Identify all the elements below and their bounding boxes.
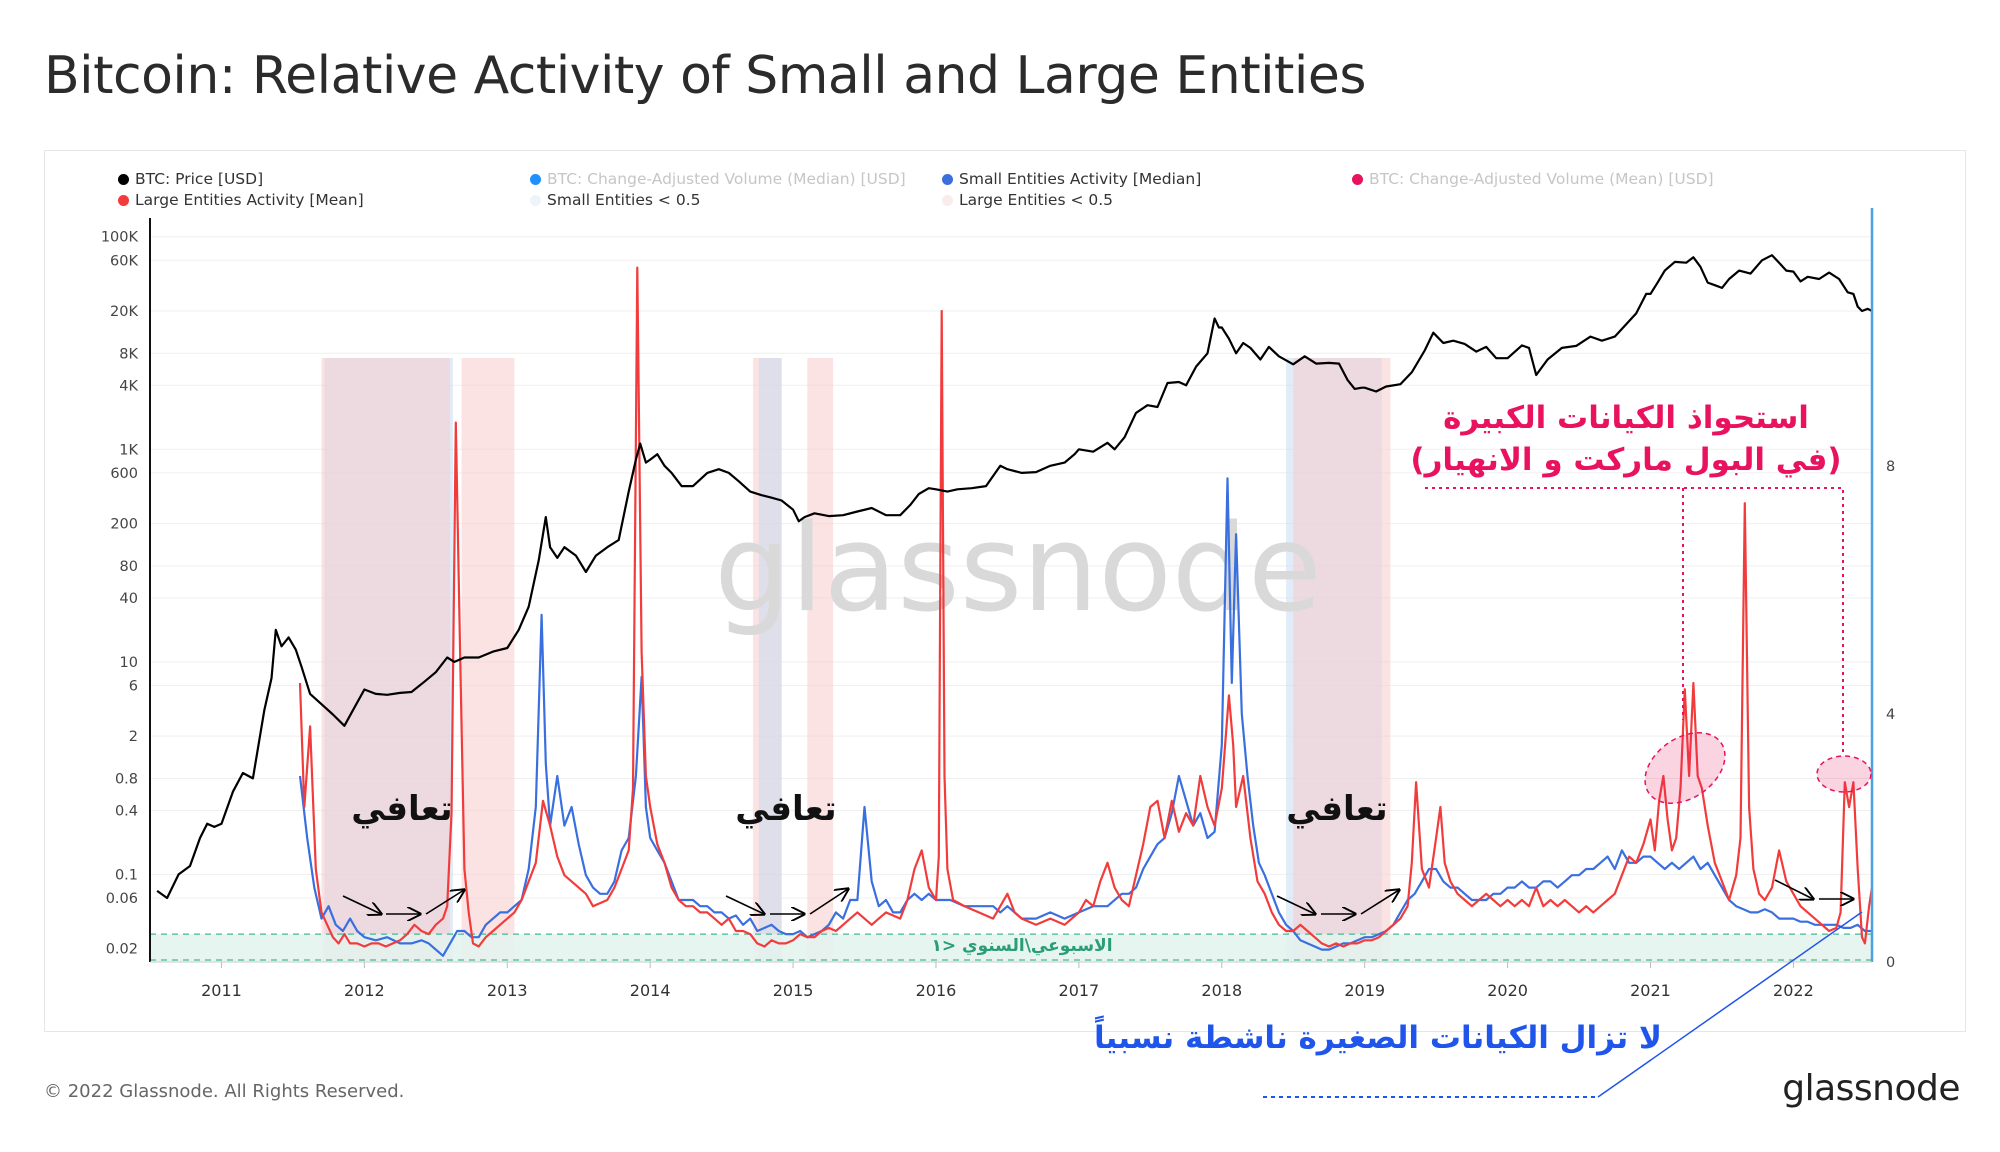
chart-panel	[44, 150, 1966, 1032]
y-tick-label: 4K	[119, 378, 138, 394]
x-tick-label: 2019	[1344, 981, 1385, 1000]
bracket-line	[1425, 487, 1844, 755]
y-tick-label: 1K	[119, 442, 138, 458]
y-tick-label: 0.4	[115, 803, 138, 819]
annotation-large-dominance-line2: (في البول ماركت و الانهيار)	[1410, 442, 1841, 478]
legend-item-price[interactable]: BTC: Price [USD]	[118, 170, 263, 188]
x-tick-label: 2012	[344, 981, 385, 1000]
annotation-large-dominance-line1: استحواذ الكيانات الكبيرة	[1443, 400, 1809, 436]
arrow-icon	[809, 889, 848, 915]
arrow-icon	[1360, 890, 1399, 915]
y-tick-label: 0.06	[106, 891, 138, 907]
y-tick-label: 6	[129, 678, 138, 694]
legend-label: Large Entities < 0.5	[959, 191, 1114, 209]
y-tick-label: 20K	[110, 304, 138, 320]
y2-tick-label: 8	[1886, 459, 1895, 475]
watermark-text: glassnode	[714, 500, 1322, 639]
legend-item-large-band[interactable]: Large Entities < 0.5	[942, 191, 1113, 209]
band-large	[321, 358, 451, 962]
y-tick-label: 100K	[101, 230, 139, 246]
series-line-large-entities-activity-mean	[298, 266, 1874, 948]
legend-dot	[118, 195, 129, 206]
legend-label: BTC: Change-Adjusted Volume (Mean) [USD]	[1369, 170, 1714, 188]
shaded-bands	[321, 358, 1391, 962]
annotation-recovery-2: تعافي	[735, 789, 836, 829]
y-tick-label: 40	[120, 591, 138, 607]
y-tick-label: 600	[110, 466, 138, 482]
y2-tick-label: 0	[1886, 955, 1895, 971]
threshold-zone	[150, 933, 1872, 962]
x-tick-label: 2021	[1630, 981, 1671, 1000]
threshold-label: الاسبوعي\السنوي <١	[931, 936, 1112, 956]
copyright: © 2022 Glassnode. All Rights Reserved.	[44, 1081, 405, 1102]
arrow-icon	[1276, 895, 1315, 914]
legend-dot	[942, 195, 953, 206]
brand-logo[interactable]: glassnode	[1782, 1068, 1960, 1109]
legend-label: Small Entities < 0.5	[547, 191, 701, 209]
legend-dot	[1352, 174, 1363, 185]
annotation-small-active: لا تزال الكيانات الصغيرة ناشطة نسبياً	[1094, 1015, 1662, 1056]
page-title: Bitcoin: Relative Activity of Small and …	[44, 46, 1366, 106]
arrow-icon	[1774, 879, 1813, 899]
y-tick-label: 200	[110, 517, 138, 533]
arrow-icon	[342, 895, 381, 914]
x-tick-label: 2020	[1487, 981, 1528, 1000]
x-tick-label: 2014	[630, 981, 671, 1000]
legend-item-large-activity[interactable]: Large Entities Activity [Mean]	[118, 191, 364, 209]
x-tick-label: 2013	[487, 981, 528, 1000]
legend-item-volume-mean[interactable]: BTC: Change-Adjusted Volume (Mean) [USD]	[1352, 170, 1714, 188]
arrow-icon	[725, 895, 764, 914]
band-large	[807, 358, 834, 962]
y-tick-label: 60K	[110, 253, 138, 269]
y-tick-label: 0.02	[106, 942, 138, 958]
threshold-band	[150, 934, 1872, 962]
annotation-recovery-1: تعافي	[351, 789, 452, 829]
legend-dot	[942, 174, 953, 185]
y2-tick-label: 4	[1886, 707, 1895, 723]
legend-dot	[530, 174, 541, 185]
legend-item-volume-median[interactable]: BTC: Change-Adjusted Volume (Median) [US…	[530, 170, 906, 188]
annotations: تعافي تعافي تعافي استحواذ الكيانات الكبي…	[342, 400, 1872, 1098]
x-tick-label: 2016	[916, 981, 957, 1000]
x-tick-label: 2022	[1773, 981, 1814, 1000]
y-tick-label: 80	[120, 559, 138, 575]
y-tick-label: 0.8	[115, 771, 138, 787]
y-tick-label: 2	[129, 729, 138, 745]
series-lines	[156, 254, 1874, 957]
annotation-recovery-3: تعافي	[1286, 789, 1387, 829]
x-tick-label: 2015	[773, 981, 814, 1000]
legend-item-small-activity[interactable]: Small Entities Activity [Median]	[942, 170, 1201, 188]
highlight-ellipse	[1644, 732, 1726, 804]
band-large	[461, 358, 515, 962]
pointer-line	[1597, 911, 1863, 1098]
x-tick-label: 2017	[1059, 981, 1100, 1000]
x-tick-label: 2011	[201, 981, 242, 1000]
legend-label: Small Entities Activity [Median]	[959, 170, 1202, 188]
legend-item-small-band[interactable]: Small Entities < 0.5	[530, 191, 700, 209]
legend-label: BTC: Price [USD]	[135, 170, 264, 188]
axes: 100K60K20K8K4K1K600200804010620.80.40.10…	[101, 208, 1895, 1000]
highlight-ellipse	[1816, 755, 1872, 793]
trend-arrows	[342, 879, 1853, 915]
arrow-icon	[425, 890, 464, 915]
legend-dot	[530, 195, 541, 206]
series-line-small-entities-activity-median	[298, 477, 1872, 957]
y-tick-label: 8K	[119, 346, 138, 362]
band-large	[1293, 358, 1391, 962]
legend-label: Large Entities Activity [Mean]	[135, 191, 364, 209]
y-tick-label: 10	[120, 655, 138, 671]
legend-dot	[118, 174, 129, 185]
legend-label: BTC: Change-Adjusted Volume (Median) [US…	[547, 170, 906, 188]
band-small	[758, 358, 782, 962]
x-tick-label: 2018	[1201, 981, 1242, 1000]
series-line-btc-price-usd	[156, 254, 1873, 900]
y-tick-label: 0.1	[115, 867, 138, 883]
